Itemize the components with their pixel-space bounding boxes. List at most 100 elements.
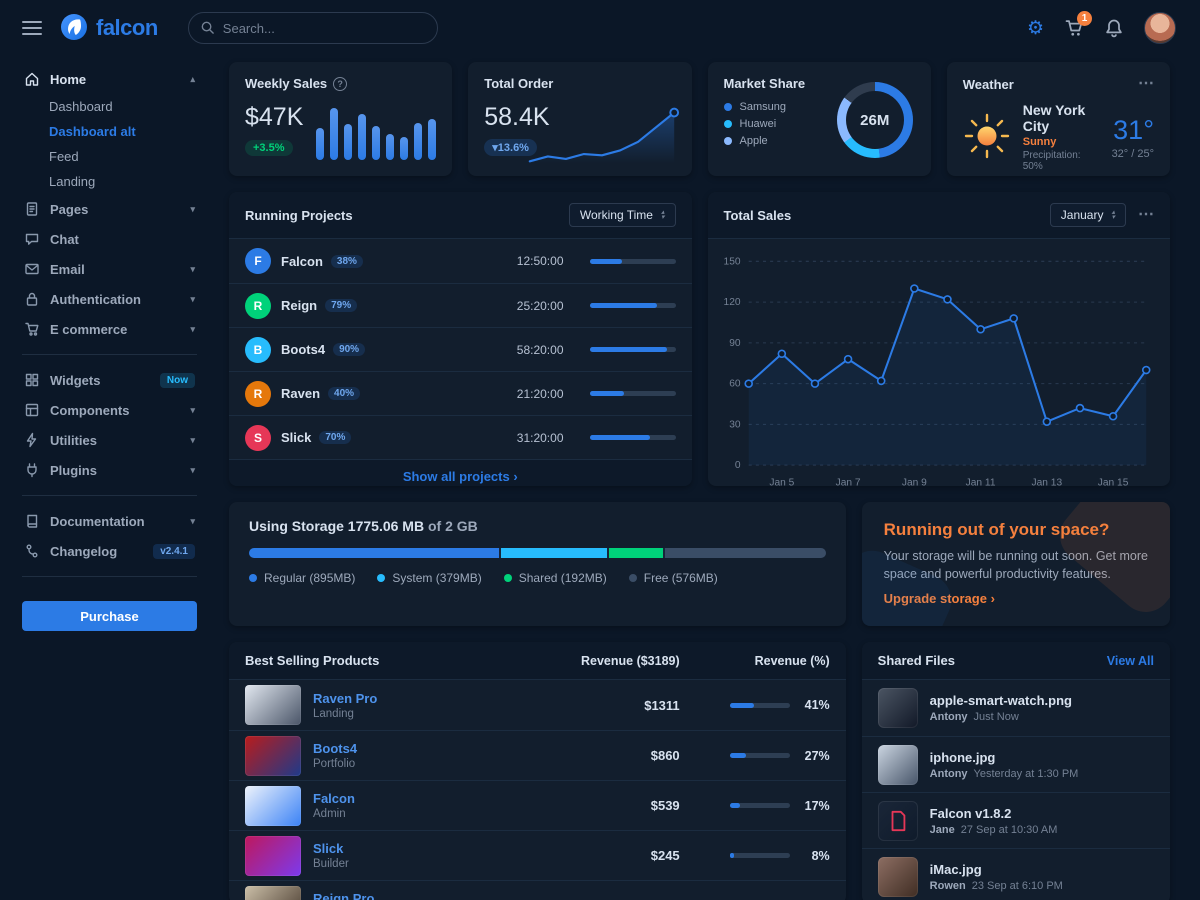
total-order-card: Total Order 58.4K ▾13.6% <box>468 62 692 176</box>
help-icon[interactable]: ? <box>333 76 348 91</box>
product-name-link[interactable]: Boots4 <box>313 741 358 756</box>
search-input[interactable] <box>187 12 438 44</box>
weekly-sales-bar <box>372 126 381 160</box>
sidebar-item-feed[interactable]: Feed <box>49 149 79 164</box>
settings-gear-icon[interactable]: ⚙ <box>1026 17 1044 39</box>
sidebar-item-dashboard[interactable]: Dashboard <box>49 99 113 114</box>
legend-dot <box>723 137 732 145</box>
bell-icon <box>1106 19 1122 38</box>
working-time-value: Working Time <box>579 208 653 222</box>
file-owner: Rowen <box>929 879 966 892</box>
plugins-icon <box>24 462 40 478</box>
project-name-link[interactable]: Boots4 90% <box>281 342 484 357</box>
main-content: Weekly Sales ? $47K +3.5% Total Order 58… <box>215 56 1200 900</box>
project-progress-bar <box>589 391 676 396</box>
space-body: Your storage will be running out soon. G… <box>883 549 1148 582</box>
purchase-button[interactable]: Purchase <box>22 601 197 631</box>
sidebar-item-label: Widgets <box>50 372 101 388</box>
product-price: $245 <box>650 848 680 863</box>
hamburger-menu-icon[interactable] <box>22 21 42 35</box>
shared-files-card: Shared Files View All apple-smart-watch.… <box>861 642 1170 900</box>
legend-dot <box>628 574 637 582</box>
project-progress-bar <box>589 258 676 264</box>
sidebar-item-utilities[interactable]: Utilities ▾ <box>22 425 197 455</box>
storage-label: Using Storage <box>249 518 344 534</box>
sidebar-item-label: Pages <box>50 201 89 217</box>
components-icon <box>24 402 40 418</box>
sidebar-item-dashboard-alt[interactable]: Dashboard alt <box>49 124 136 139</box>
sidebar-item-chat[interactable]: Chat <box>22 224 197 254</box>
view-all-link[interactable]: View All <box>1106 653 1154 668</box>
market-share-card: Market Share Samsung Huawei Apple 26M <box>707 62 931 176</box>
weekly-sales-bar <box>400 137 409 160</box>
file-row: Falcon v1.8.2 Jane 27 Sep at 10:30 AM <box>861 792 1170 848</box>
file-row: iphone.jpg Antony Yesterday at 1:30 PM <box>861 736 1170 792</box>
svg-text:150: 150 <box>723 256 740 267</box>
legend-dot <box>723 120 732 128</box>
user-avatar[interactable] <box>1144 12 1176 44</box>
project-name-link[interactable]: Raven 40% <box>281 386 484 401</box>
dots-menu-icon[interactable]: ⋯ <box>1138 206 1154 223</box>
file-thumbnail <box>877 744 918 785</box>
select-arrows-icon: ▴ ▾ <box>1111 209 1115 221</box>
sidebar-item-widgets[interactable]: Widgets Now <box>22 365 197 395</box>
file-name-link[interactable]: apple-smart-watch.png <box>929 693 1072 708</box>
sidebar-item-e-commerce[interactable]: E commerce ▾ <box>22 314 197 344</box>
sidebar-item-pages[interactable]: Pages ▾ <box>22 194 197 224</box>
product-name-link[interactable]: Reign Pro <box>313 891 375 900</box>
revenue-progress-bar <box>729 853 790 858</box>
product-row: Reign Pro Agency $234 7% <box>229 880 846 900</box>
sidebar-item-plugins[interactable]: Plugins ▾ <box>22 455 197 485</box>
sidebar-item-email[interactable]: Email ▾ <box>22 254 197 284</box>
weekly-sales-bar-chart <box>316 102 437 160</box>
product-name-link[interactable]: Slick <box>313 841 344 856</box>
product-price: $539 <box>650 798 680 813</box>
sidebar-item-documentation[interactable]: Documentation ▾ <box>22 506 197 536</box>
file-name-link[interactable]: iMac.jpg <box>929 861 982 877</box>
revenue-progress-bar <box>729 753 790 758</box>
falcon-logo[interactable]: falcon <box>60 13 158 44</box>
upgrade-storage-link[interactable]: Upgrade storage › <box>883 591 995 607</box>
working-time-select[interactable]: Working Time ▴ ▾ <box>568 203 676 227</box>
file-name-link[interactable]: iphone.jpg <box>929 749 996 765</box>
project-avatar: F <box>245 248 271 274</box>
month-select[interactable]: January ▴ ▾ <box>1049 203 1126 227</box>
file-name-link[interactable]: Falcon v1.8.2 <box>929 805 1012 821</box>
chevron-down-icon: ▾ <box>190 464 195 475</box>
svg-text:30: 30 <box>729 419 741 430</box>
sidebar-item-components[interactable]: Components ▾ <box>22 395 197 425</box>
best-selling-title: Best Selling Products <box>245 653 380 668</box>
storage-legend-item: System (379MB) <box>377 571 482 585</box>
product-name-link[interactable]: Raven Pro <box>313 690 378 706</box>
sidebar-divider <box>22 576 197 577</box>
revenue-pct: 27% <box>804 748 830 763</box>
sidebar-item-home[interactable]: Home ▴ <box>22 64 197 94</box>
widgets-icon <box>24 372 40 388</box>
weekly-sales-bar <box>428 119 437 160</box>
topbar: falcon ⚙ 1 <box>0 0 1200 56</box>
project-name-link[interactable]: Slick 70% <box>281 430 484 445</box>
sidebar-item-authentication[interactable]: Authentication ▾ <box>22 284 197 314</box>
weather-condition: Sunny <box>1022 136 1057 148</box>
legend-dot <box>377 574 386 582</box>
project-name-link[interactable]: Reign 79% <box>281 298 484 313</box>
running-projects-card: Running Projects Working Time ▴ ▾ F Falcon… <box>229 192 692 486</box>
sidebar-item-changelog[interactable]: Changelog v2.4.1 <box>22 536 197 566</box>
docs-icon <box>24 513 40 529</box>
total-order-line-chart <box>522 102 682 168</box>
sidebar-badge: v2.4.1 <box>153 543 195 559</box>
revenue-pct: 7% <box>800 899 830 900</box>
sidebar-item-label: Components <box>50 402 130 418</box>
product-category: Landing <box>313 707 354 720</box>
dots-menu-icon[interactable]: ⋯ <box>1138 75 1154 92</box>
show-all-projects-link[interactable]: Show all projects › <box>229 459 692 486</box>
chevron-down-icon: ▾ <box>190 293 195 304</box>
project-name-link[interactable]: Falcon 38% <box>281 254 484 269</box>
notifications-button[interactable] <box>1104 18 1124 38</box>
sidebar-item-landing[interactable]: Landing <box>49 174 96 189</box>
cart-button[interactable]: 1 <box>1064 11 1092 38</box>
project-time: 21:20:00 <box>516 386 564 401</box>
svg-text:Jan 9: Jan 9 <box>901 478 926 486</box>
product-name-link[interactable]: Falcon <box>313 791 355 806</box>
project-avatar: S <box>245 424 271 451</box>
